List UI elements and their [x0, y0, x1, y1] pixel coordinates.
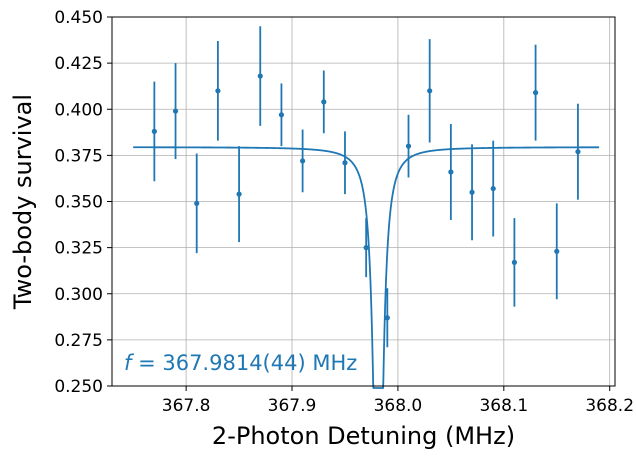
data-point — [300, 158, 306, 164]
y-tick-label: 0.425 — [54, 54, 103, 74]
x-tick-label: 367.8 — [162, 396, 211, 416]
data-point — [172, 108, 179, 114]
data-point — [257, 73, 263, 79]
data-point — [151, 128, 157, 134]
data-point — [194, 200, 200, 206]
data-point — [532, 90, 539, 96]
y-tick-label: 0.450 — [54, 8, 103, 28]
fit-annotation-prefix: f — [124, 351, 135, 375]
data-point — [490, 185, 496, 192]
fit-annotation: f = 367.9814(44) MHz — [124, 351, 357, 375]
y-tick-label: 0.325 — [54, 239, 103, 259]
x-axis-label: 2-Photon Detuning (MHz) — [212, 422, 515, 450]
data-point — [236, 191, 242, 197]
data-point — [448, 169, 454, 175]
data-point — [278, 112, 285, 118]
data-point — [405, 143, 412, 149]
data-point — [575, 149, 581, 155]
y-tick-label: 0.300 — [54, 285, 103, 305]
fit-curve-layer — [133, 146, 600, 389]
data-points — [151, 26, 581, 348]
grid — [112, 16, 615, 387]
x-tick-label: 368.2 — [585, 396, 634, 416]
data-point — [427, 88, 433, 94]
data-point — [321, 99, 327, 105]
fit-annotation-text: = 367.9814(44) MHz — [131, 351, 357, 375]
y-ticks: 0.250 0.275 0.300 0.325 0.350 0.375 0.400 0.425… — [54, 8, 112, 397]
data-point — [363, 245, 369, 251]
y-tick-label: 0.400 — [54, 100, 103, 120]
x-tick-label: 367.9 — [268, 396, 317, 416]
x-ticks: 367.8 367.9 368.0 368.1 368.2 — [162, 386, 634, 416]
data-point — [384, 315, 390, 321]
data-point — [554, 248, 560, 254]
y-tick-label: 0.350 — [54, 193, 103, 213]
data-point — [511, 259, 517, 265]
y-tick-label: 0.275 — [54, 331, 103, 351]
data-point — [342, 160, 348, 166]
y-tick-label: 0.375 — [54, 146, 103, 166]
data-point — [469, 189, 475, 195]
x-tick-label: 368.1 — [479, 396, 528, 416]
x-tick-label: 368.0 — [374, 396, 423, 416]
fit-curve — [133, 146, 600, 389]
y-axis-label: Two-body survival — [9, 94, 37, 310]
data-point — [215, 88, 221, 94]
y-tick-label: 0.250 — [54, 377, 103, 397]
